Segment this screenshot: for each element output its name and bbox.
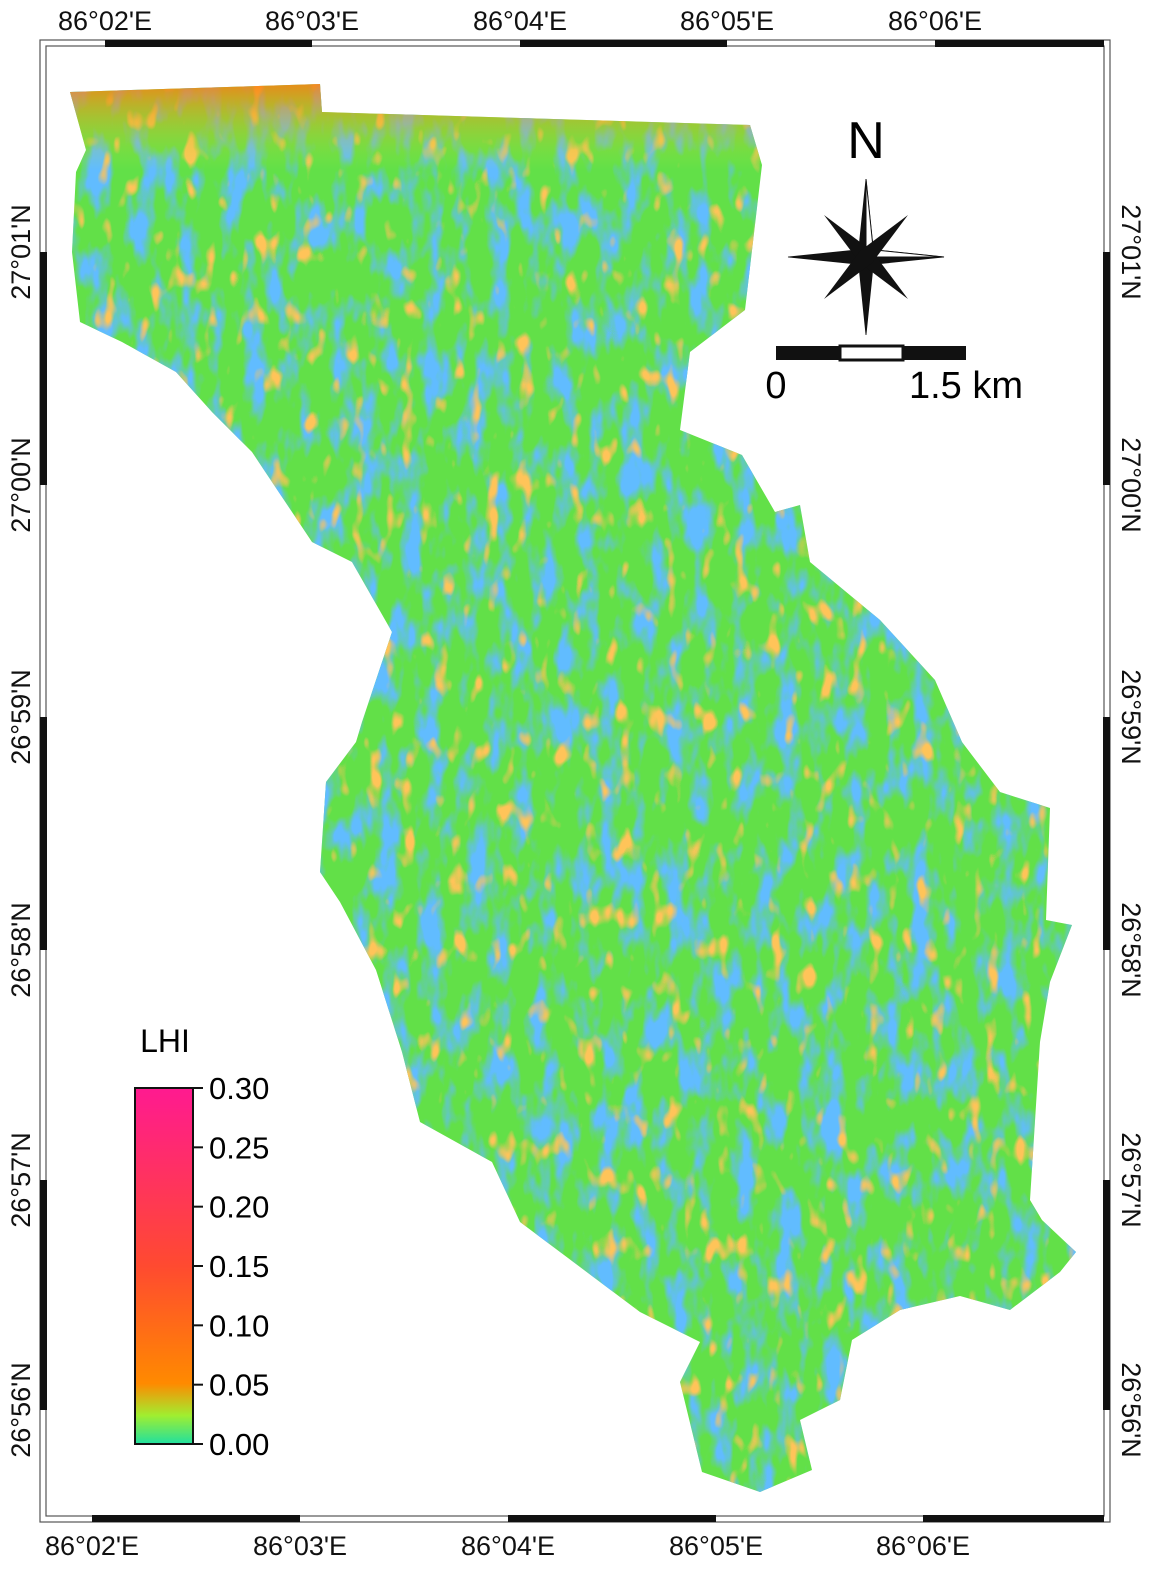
legend-tick-label: 0.20 xyxy=(209,1190,269,1225)
lon-label: 86°02'E xyxy=(45,1531,139,1561)
graticule-bars xyxy=(40,40,1110,1522)
north-label: N xyxy=(847,112,885,170)
legend-tick-label: 0.05 xyxy=(209,1368,269,1403)
lat-label: 27°00'N xyxy=(1116,437,1146,533)
frame-bar xyxy=(105,40,312,47)
legend-tick-label: 0.10 xyxy=(209,1308,269,1343)
frame-bar xyxy=(1103,1180,1110,1410)
frame-bar xyxy=(1103,717,1110,950)
graticule-labels: 86°02'E 86°03'E 86°04'E 86°05'E 86°06'E 86°02… xyxy=(6,6,1146,1561)
lon-label: 86°03'E xyxy=(253,1531,347,1561)
lon-label: 86°04'E xyxy=(473,6,567,36)
frame-bar xyxy=(1103,252,1110,485)
lon-label: 86°05'E xyxy=(680,6,774,36)
frame-bar xyxy=(520,40,727,47)
frame-bar xyxy=(40,252,47,485)
lon-label: 86°04'E xyxy=(461,1531,555,1561)
scale-bar xyxy=(776,344,966,362)
lon-label: 86°05'E xyxy=(669,1531,763,1561)
lat-label: 26°56'N xyxy=(6,1362,36,1458)
legend-tick-label: 0.00 xyxy=(209,1427,269,1462)
lat-label: 27°01'N xyxy=(1116,204,1146,300)
lon-label: 86°02'E xyxy=(58,6,152,36)
frame-bar xyxy=(935,40,1104,47)
lat-label: 27°00'N xyxy=(6,437,36,533)
lat-label: 26°57'N xyxy=(1116,1132,1146,1228)
lon-label: 86°06'E xyxy=(888,6,982,36)
lat-label: 26°59'N xyxy=(1116,669,1146,765)
lat-label: 26°57'N xyxy=(6,1132,36,1228)
lat-label: 26°56'N xyxy=(1116,1362,1146,1458)
legend-colorbar xyxy=(134,1087,194,1445)
legend-tick-label: 0.15 xyxy=(209,1249,269,1284)
frame-bar xyxy=(92,1515,300,1522)
frame-bar xyxy=(40,717,47,950)
lat-label: 26°58'N xyxy=(1116,902,1146,998)
lhi-raster xyxy=(70,84,1076,1492)
lon-label: 86°06'E xyxy=(876,1531,970,1561)
legend-title: LHI xyxy=(140,1023,190,1059)
north-arrow xyxy=(787,178,945,336)
legend-tick-label: 0.25 xyxy=(209,1130,269,1165)
lat-label: 27°01'N xyxy=(6,204,36,300)
scale-start: 0 xyxy=(765,365,786,407)
lon-label: 86°03'E xyxy=(265,6,359,36)
lat-label: 26°59'N xyxy=(6,669,36,765)
legend-ticks: 0.00 0.05 0.10 0.15 0.20 0.25 0.30 xyxy=(193,1071,269,1462)
frame-bar xyxy=(508,1515,716,1522)
lat-label: 26°58'N xyxy=(6,902,36,998)
legend-tick-label: 0.30 xyxy=(209,1071,269,1106)
scale-end: 1.5 km xyxy=(909,365,1023,407)
frame-bar xyxy=(40,1180,47,1410)
frame-bar xyxy=(923,1515,1104,1522)
